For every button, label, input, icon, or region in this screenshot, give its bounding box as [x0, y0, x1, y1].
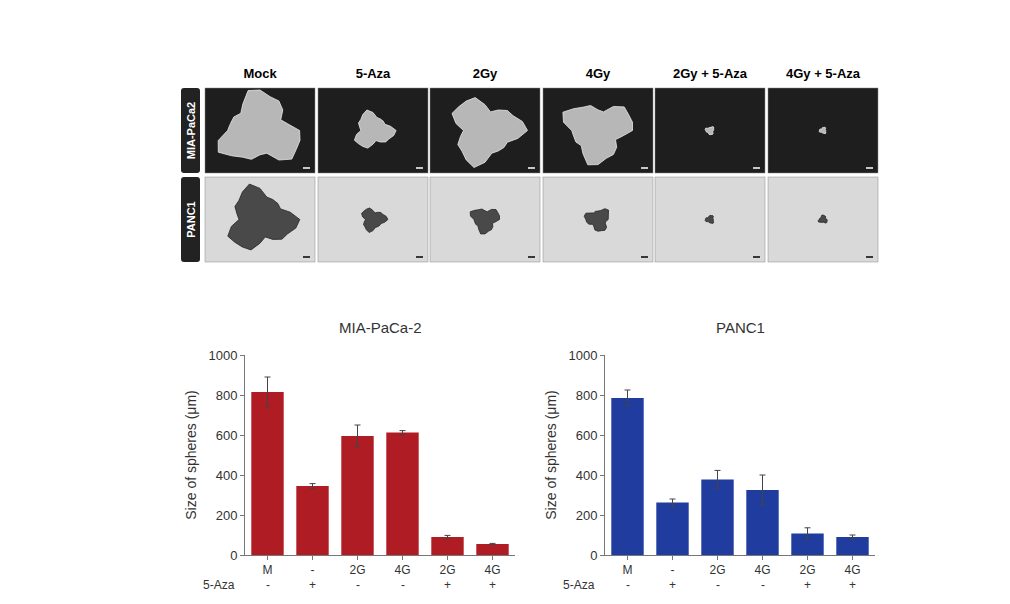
svg-text:600: 600 [216, 428, 238, 443]
svg-text:M: M [263, 563, 273, 577]
svg-text:5-Aza: 5-Aza [563, 578, 595, 592]
svg-text:PANC1: PANC1 [185, 201, 197, 237]
svg-text:MIA-PaCa-2: MIA-PaCa-2 [339, 319, 422, 336]
svg-text:0: 0 [230, 548, 237, 563]
svg-text:+: + [309, 578, 316, 592]
svg-text:M: M [623, 563, 633, 577]
svg-text:-: - [761, 578, 765, 592]
svg-text:Size of spheres (μm): Size of spheres (μm) [183, 390, 199, 519]
svg-text:800: 800 [216, 388, 238, 403]
svg-text:+: + [804, 578, 811, 592]
svg-text:+: + [849, 578, 856, 592]
svg-text:800: 800 [576, 388, 598, 403]
svg-text:400: 400 [216, 468, 238, 483]
svg-text:2G: 2G [799, 563, 815, 577]
svg-text:5-Aza: 5-Aza [356, 66, 391, 81]
svg-text:-: - [716, 578, 720, 592]
svg-text:MIA-PaCa2: MIA-PaCa2 [185, 102, 197, 159]
svg-text:4G: 4G [844, 563, 860, 577]
svg-text:2Gy + 5-Aza: 2Gy + 5-Aza [673, 66, 748, 81]
svg-text:-: - [266, 578, 270, 592]
svg-text:2G: 2G [709, 563, 725, 577]
svg-text:Mock: Mock [243, 66, 277, 81]
svg-text:2Gy: 2Gy [473, 66, 498, 81]
svg-text:Size of spheres (μm): Size of spheres (μm) [543, 390, 559, 519]
svg-text:0: 0 [590, 548, 597, 563]
svg-text:200: 200 [576, 508, 598, 523]
svg-text:-: - [356, 578, 360, 592]
svg-text:600: 600 [576, 428, 598, 443]
svg-text:4G: 4G [394, 563, 410, 577]
svg-text:-: - [671, 563, 675, 577]
svg-text:2G: 2G [439, 563, 455, 577]
svg-text:4G: 4G [484, 563, 500, 577]
svg-text:200: 200 [216, 508, 238, 523]
svg-text:5-Aza: 5-Aza [203, 578, 235, 592]
svg-text:+: + [489, 578, 496, 592]
svg-text:1000: 1000 [568, 348, 597, 363]
svg-text:+: + [669, 578, 676, 592]
svg-text:+: + [444, 578, 451, 592]
svg-text:4Gy: 4Gy [586, 66, 611, 81]
svg-text:400: 400 [576, 468, 598, 483]
svg-text:1000: 1000 [208, 348, 237, 363]
svg-text:4Gy + 5-Aza: 4Gy + 5-Aza [786, 66, 861, 81]
svg-text:PANC1: PANC1 [716, 319, 765, 336]
svg-text:-: - [311, 563, 315, 577]
svg-text:-: - [401, 578, 405, 592]
svg-text:4G: 4G [754, 563, 770, 577]
svg-text:-: - [626, 578, 630, 592]
svg-text:2G: 2G [349, 563, 365, 577]
